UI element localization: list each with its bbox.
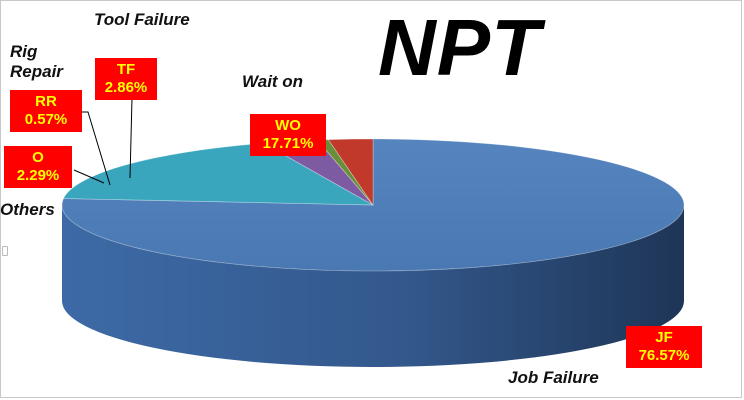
label-wait-on: Wait on [242,72,304,91]
tag-code-wo: WO [275,117,301,134]
tag-value-o: 2.29% [16,167,60,184]
label-job-failure: Job Failure [508,368,599,387]
tag-value-rr: 0.57% [24,111,68,128]
data-tag-o: O 2.29% [4,146,72,188]
leader-line-tf [129,97,133,179]
label-others: Others [0,200,55,219]
pie-slice-o [327,138,374,207]
handle-icon [2,246,8,256]
tag-value-jf: 76.57% [638,347,690,364]
label-rig-repair: Rig Repair [10,42,63,81]
label-tool-failure: Tool Failure [94,10,190,29]
tag-code-o: O [32,149,44,166]
chart-title: NPT [378,3,541,92]
tag-code-rr: RR [35,93,57,110]
leader-lines [73,97,133,186]
data-tag-rr: RR 0.57% [10,90,82,132]
pie-slice-wo [62,142,374,206]
tag-code-tf: TF [116,61,136,78]
tag-value-tf: 2.86% [104,79,148,96]
pie-slices [61,138,685,272]
pie-side-wall [62,205,684,367]
data-tag-jf: JF 76.57% [626,326,702,368]
leader-line-o [73,169,105,184]
data-tag-wo: WO 17.71% [250,114,326,156]
tag-code-jf: JF [655,329,673,346]
leader-line-rr [82,111,111,186]
data-tag-tf: TF 2.86% [95,58,157,100]
pie-slice-jf [61,138,685,272]
tag-value-wo: 17.71% [262,135,314,152]
